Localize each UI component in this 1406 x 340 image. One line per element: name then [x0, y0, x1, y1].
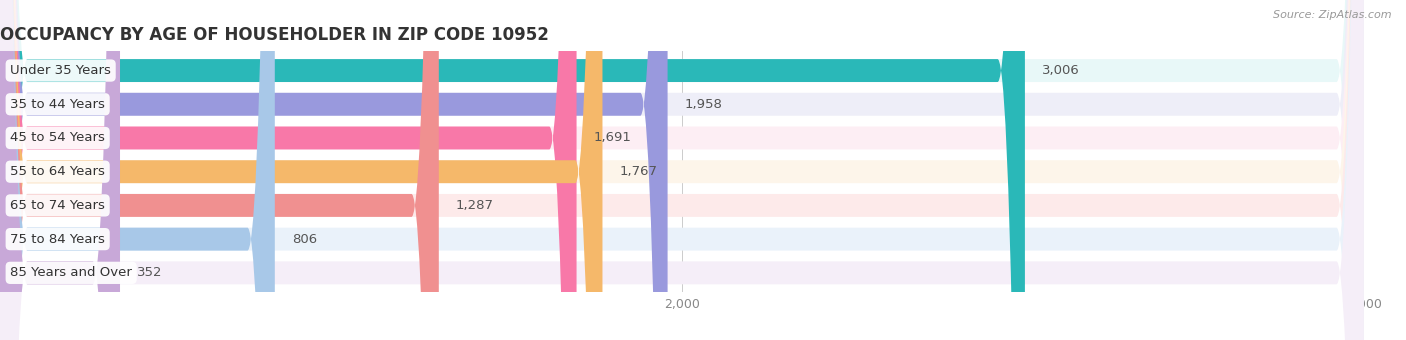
Text: 3,006: 3,006 [1042, 64, 1080, 77]
Text: 1,287: 1,287 [456, 199, 494, 212]
FancyBboxPatch shape [0, 0, 1025, 340]
Text: 75 to 84 Years: 75 to 84 Years [10, 233, 105, 245]
FancyBboxPatch shape [0, 0, 1364, 340]
Text: 55 to 64 Years: 55 to 64 Years [10, 165, 105, 178]
FancyBboxPatch shape [0, 0, 602, 340]
FancyBboxPatch shape [0, 0, 1364, 340]
FancyBboxPatch shape [0, 0, 1364, 340]
Text: 1,691: 1,691 [593, 132, 631, 144]
Text: 35 to 44 Years: 35 to 44 Years [10, 98, 105, 111]
Text: 1,767: 1,767 [620, 165, 658, 178]
FancyBboxPatch shape [0, 0, 120, 340]
Text: 65 to 74 Years: 65 to 74 Years [10, 199, 105, 212]
Text: Under 35 Years: Under 35 Years [10, 64, 111, 77]
FancyBboxPatch shape [0, 0, 274, 340]
Text: 85 Years and Over: 85 Years and Over [10, 266, 132, 279]
Text: 45 to 54 Years: 45 to 54 Years [10, 132, 105, 144]
Text: 1,958: 1,958 [685, 98, 723, 111]
Text: Source: ZipAtlas.com: Source: ZipAtlas.com [1274, 10, 1392, 20]
FancyBboxPatch shape [0, 0, 576, 340]
Text: OCCUPANCY BY AGE OF HOUSEHOLDER IN ZIP CODE 10952: OCCUPANCY BY AGE OF HOUSEHOLDER IN ZIP C… [0, 26, 548, 44]
FancyBboxPatch shape [0, 0, 1364, 340]
FancyBboxPatch shape [0, 0, 668, 340]
FancyBboxPatch shape [0, 0, 439, 340]
Text: 806: 806 [292, 233, 316, 245]
Text: 352: 352 [136, 266, 163, 279]
FancyBboxPatch shape [0, 0, 1364, 340]
FancyBboxPatch shape [0, 0, 1364, 340]
FancyBboxPatch shape [0, 0, 1364, 340]
